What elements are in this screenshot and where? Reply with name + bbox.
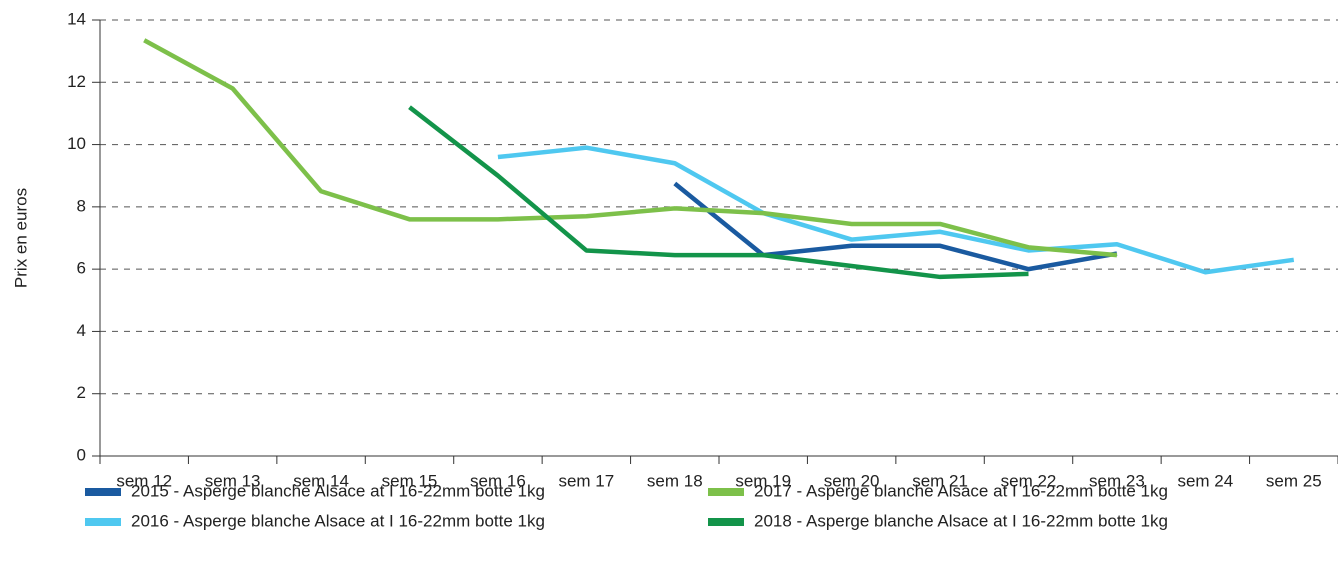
y-tick-label: 14 <box>67 9 86 28</box>
y-tick-label: 6 <box>77 259 86 278</box>
y-axis-label: Prix en euros <box>11 188 30 288</box>
y-tick-label: 10 <box>67 134 86 153</box>
legend-swatch <box>708 488 744 496</box>
legend-label: 2017 - Asperge blanche Alsace at I 16-22… <box>754 481 1168 500</box>
x-tick-label: sem 25 <box>1266 471 1322 490</box>
x-tick-label: sem 12 <box>116 471 172 490</box>
x-tick-label: sem 13 <box>205 471 261 490</box>
series-line <box>408 105 1029 280</box>
y-tick-label: 2 <box>77 383 86 402</box>
x-tick-label: sem 23 <box>1089 471 1145 490</box>
x-tick-label: sem 19 <box>735 471 791 490</box>
legend-label: 2015 - Asperge blanche Alsace at I 16-22… <box>131 481 545 500</box>
x-tick-label: sem 15 <box>382 471 438 490</box>
legend-label: 2018 - Asperge blanche Alsace at I 16-22… <box>754 511 1168 530</box>
legend-swatch <box>85 488 121 496</box>
x-tick-label: sem 14 <box>293 471 349 490</box>
y-tick-label: 0 <box>77 445 86 464</box>
legend-label: 2016 - Asperge blanche Alsace at I 16-22… <box>131 511 545 530</box>
series-line <box>143 38 1118 258</box>
x-tick-label: sem 21 <box>912 471 968 490</box>
series-line <box>497 145 1295 275</box>
x-tick-label: sem 22 <box>1001 471 1057 490</box>
y-tick-label: 4 <box>77 321 86 340</box>
legend-swatch <box>708 518 744 526</box>
y-tick-label: 12 <box>67 72 86 91</box>
legend-swatch <box>85 518 121 526</box>
y-tick-label: 8 <box>77 196 86 215</box>
x-tick-label: sem 20 <box>824 471 880 490</box>
x-tick-label: sem 18 <box>647 471 703 490</box>
x-tick-label: sem 17 <box>558 471 614 490</box>
series-line <box>673 181 1118 272</box>
x-tick-label: sem 24 <box>1177 471 1233 490</box>
x-tick-label: sem 16 <box>470 471 526 490</box>
